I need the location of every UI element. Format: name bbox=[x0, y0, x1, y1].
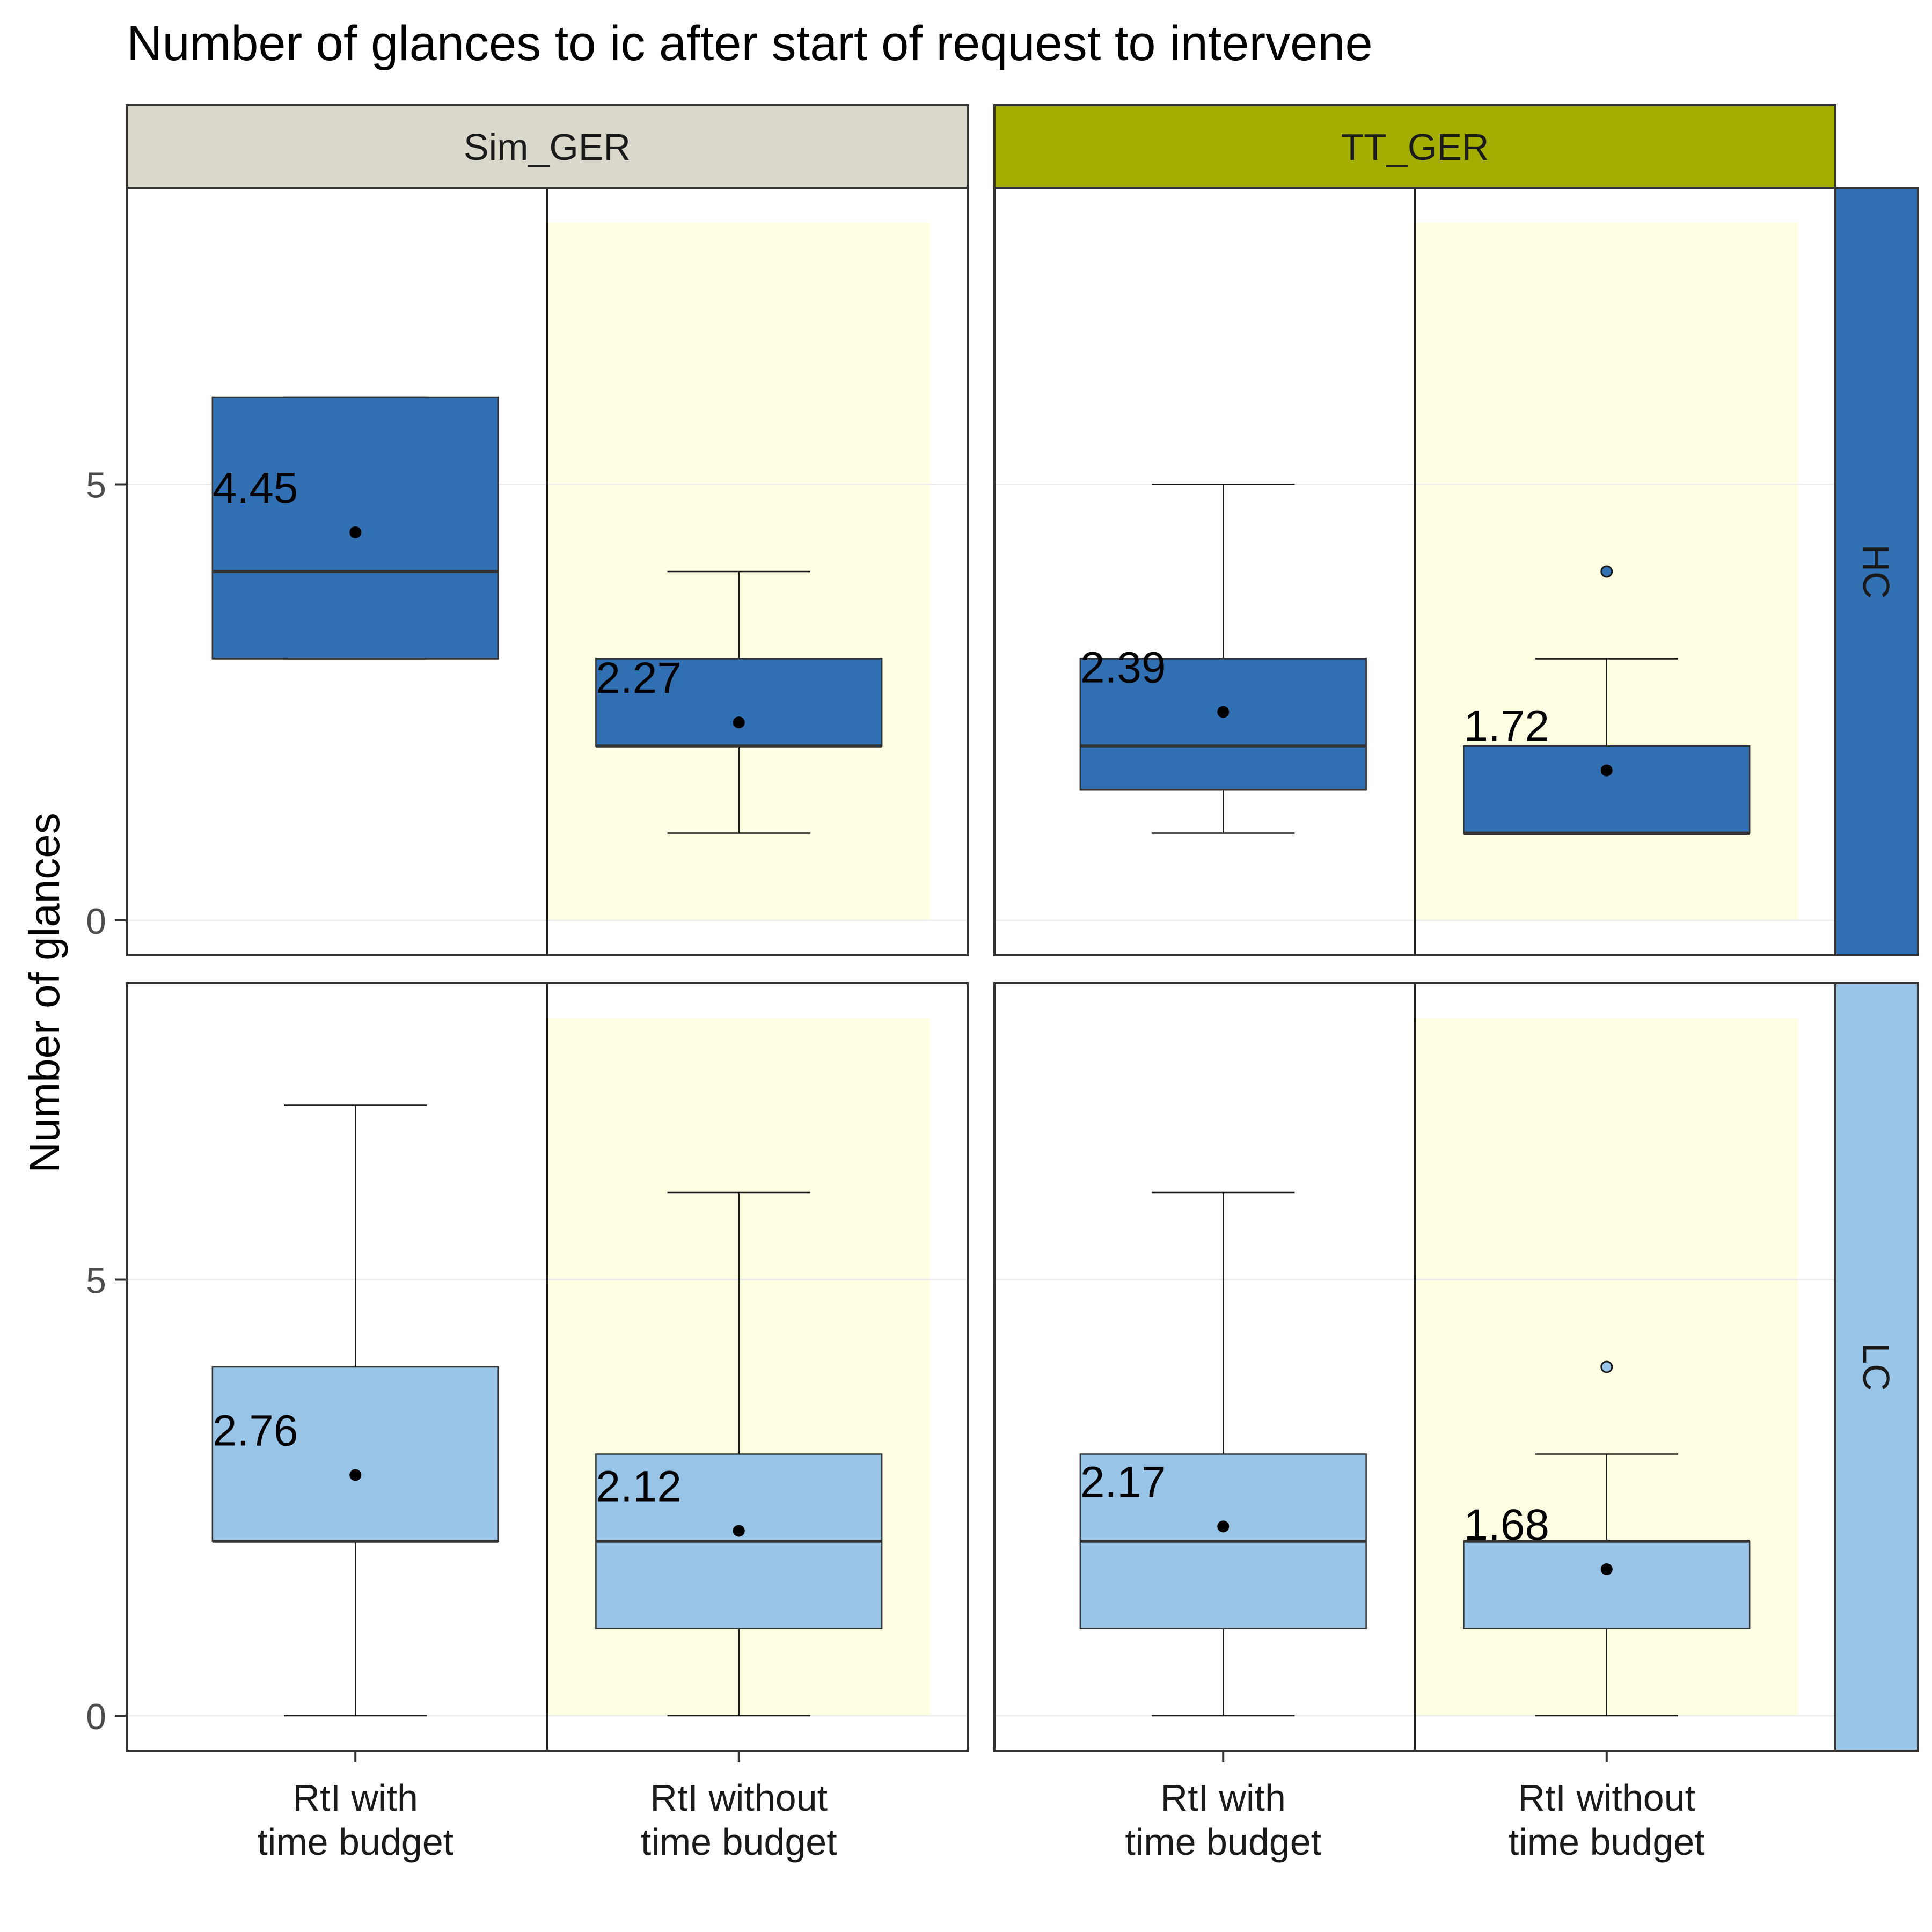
y-tick-label: 0 bbox=[86, 901, 106, 942]
iqr-box bbox=[1463, 1540, 1751, 1629]
mean-point bbox=[1600, 1563, 1613, 1575]
mean-point bbox=[349, 1469, 362, 1481]
column-strip-label: Sim_GER bbox=[464, 126, 631, 168]
boxplot-with-budget: 2.39 bbox=[1079, 484, 1367, 834]
mean-point bbox=[1217, 1520, 1230, 1533]
panel-tt_ger-lc: 2.17 1.68 bbox=[993, 982, 1836, 1752]
boxplot-with-budget: 2.17 bbox=[1079, 1191, 1367, 1717]
row-strip-label: HC bbox=[1855, 544, 1897, 598]
iqr-box bbox=[1079, 658, 1367, 791]
column-strip-label: TT_GER bbox=[1341, 126, 1489, 168]
x-tick-label-line2: time budget bbox=[257, 1821, 453, 1863]
row-strip-label: LC bbox=[1855, 1343, 1897, 1391]
x-tick-label-line2: time budget bbox=[1125, 1821, 1321, 1863]
mean-label: 4.45 bbox=[213, 464, 298, 513]
panel-border bbox=[126, 982, 969, 1752]
y-tick-label: 5 bbox=[86, 1261, 106, 1301]
y-tick-label: 5 bbox=[86, 465, 106, 506]
y-axis-title: Number of glances bbox=[20, 813, 68, 1173]
x-tick-label-line2: time budget bbox=[1509, 1821, 1705, 1863]
y-tick-label: 0 bbox=[86, 1696, 106, 1737]
mean-label: 1.72 bbox=[1463, 702, 1549, 751]
mean-label: 2.12 bbox=[596, 1462, 682, 1511]
mean-point bbox=[733, 716, 745, 729]
panel-sim_ger-hc: 4.45 2.27 bbox=[126, 187, 969, 956]
x-tick-label-line1: RtI without bbox=[650, 1777, 828, 1819]
boxplot-without-budget: 2.12 bbox=[595, 1191, 883, 1717]
panel-border bbox=[993, 982, 1836, 1752]
boxplot-with-budget: 2.76 bbox=[211, 1104, 499, 1717]
x-tick-label-line1: RtI with bbox=[1161, 1777, 1286, 1819]
row-strip-lc bbox=[1834, 982, 1919, 1752]
chart-title: Number of glances to ic after start of r… bbox=[127, 16, 1373, 71]
x-tick-label-line2: time budget bbox=[641, 1821, 837, 1863]
mean-point bbox=[733, 1525, 745, 1537]
mean-label: 1.68 bbox=[1463, 1501, 1549, 1549]
mean-point bbox=[1600, 764, 1613, 777]
mean-label: 2.39 bbox=[1080, 643, 1166, 692]
mean-point bbox=[1217, 706, 1230, 718]
mean-label: 2.76 bbox=[213, 1407, 298, 1455]
column-strip-sim_ger bbox=[126, 104, 969, 189]
row-strip-hc bbox=[1834, 187, 1919, 956]
boxplot-without-budget: 2.27 bbox=[595, 570, 883, 834]
iqr-box bbox=[595, 658, 883, 747]
outlier-point bbox=[1600, 1360, 1613, 1373]
panel-border bbox=[126, 187, 969, 956]
mean-label: 2.27 bbox=[596, 654, 682, 702]
panel-border bbox=[993, 187, 1836, 956]
iqr-box bbox=[211, 1366, 499, 1542]
outlier-point bbox=[1600, 565, 1613, 578]
x-tick-label-line1: RtI with bbox=[293, 1777, 418, 1819]
boxplot-without-budget: 1.68 bbox=[1463, 1360, 1751, 1717]
mean-point bbox=[349, 526, 362, 538]
iqr-box bbox=[1463, 745, 1751, 834]
boxplot-without-budget: 1.72 bbox=[1463, 565, 1751, 835]
column-strip-tt_ger bbox=[993, 104, 1836, 189]
panel-sim_ger-lc: 2.76 2.12 bbox=[126, 982, 969, 1752]
panel-tt_ger-hc: 2.39 1.72 bbox=[993, 187, 1836, 956]
x-tick-label-line1: RtI without bbox=[1518, 1777, 1695, 1819]
boxplot-with-budget: 4.45 bbox=[211, 396, 499, 660]
mean-label: 2.17 bbox=[1080, 1458, 1166, 1506]
